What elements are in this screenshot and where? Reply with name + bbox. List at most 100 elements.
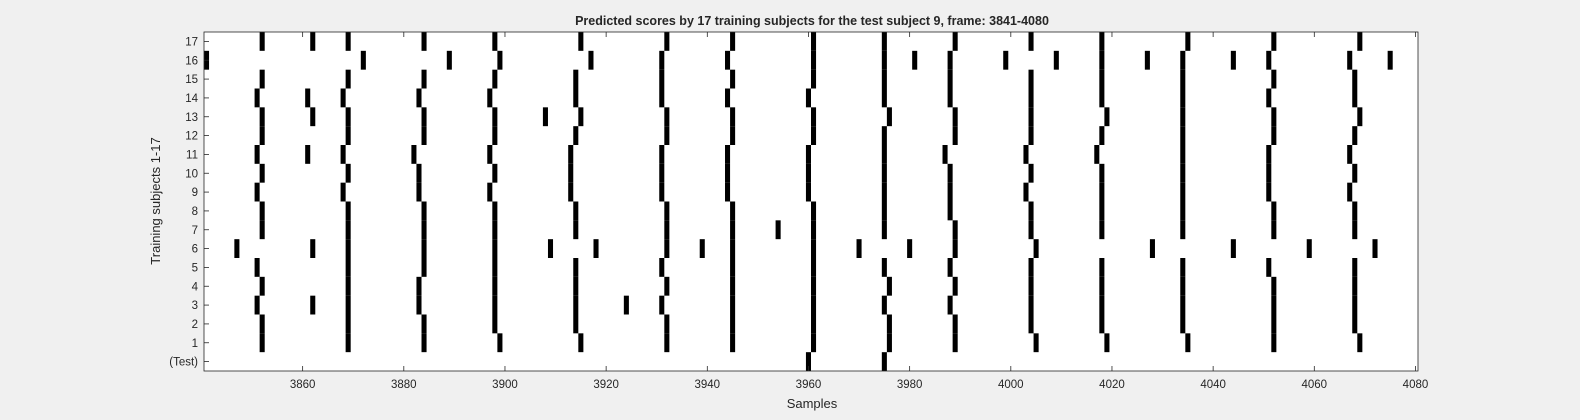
spike-mark <box>1352 69 1358 89</box>
spike-marks <box>204 32 1393 371</box>
spike-mark <box>1028 126 1034 145</box>
spike-mark <box>1352 220 1358 240</box>
spike-mark <box>421 107 427 127</box>
spike-mark <box>811 126 817 145</box>
spike-mark <box>1033 239 1039 258</box>
spike-mark <box>416 163 422 183</box>
spike-mark <box>952 32 958 51</box>
spike-mark <box>811 276 817 296</box>
spike-mark <box>659 163 665 183</box>
spike-mark <box>345 69 351 89</box>
y-tick-label: 13 <box>185 112 198 124</box>
spike-mark <box>856 239 862 258</box>
spike-mark <box>623 295 629 315</box>
spike-mark <box>952 276 958 296</box>
spike-mark <box>811 69 817 89</box>
spike-mark <box>1357 32 1363 51</box>
spike-mark <box>730 126 736 145</box>
x-tick-label: 3860 <box>290 379 316 391</box>
spike-mark <box>568 182 574 202</box>
spike-mark <box>492 69 498 89</box>
spike-mark <box>345 163 351 183</box>
y-tick-label: 10 <box>185 168 198 180</box>
spike-mark <box>730 107 736 127</box>
spike-mark <box>947 88 953 108</box>
x-tick-label: 4040 <box>1200 379 1226 391</box>
spike-mark <box>1099 69 1105 89</box>
spike-mark <box>254 295 260 315</box>
spike-mark <box>811 314 817 334</box>
spike-mark <box>578 107 584 127</box>
y-axis-label: Training subjects 1-17 <box>148 137 163 264</box>
spike-mark <box>1266 50 1272 70</box>
x-tick-label: 3960 <box>796 379 822 391</box>
spike-mark <box>1357 107 1363 127</box>
spike-mark <box>1266 88 1272 108</box>
spike-mark <box>730 276 736 296</box>
x-tick-label: 3920 <box>593 379 619 391</box>
spike-mark <box>497 50 503 70</box>
spike-mark <box>1180 295 1186 315</box>
y-tick-label: (Test) <box>169 357 198 369</box>
spike-mark <box>492 220 498 240</box>
spike-mark <box>664 333 670 353</box>
spike-mark <box>305 145 311 164</box>
spike-mark <box>416 182 422 202</box>
spike-mark <box>1352 163 1358 183</box>
spike-mark <box>497 333 503 353</box>
spike-mark <box>310 239 316 258</box>
spike-mark <box>811 258 817 277</box>
spike-mark <box>881 295 887 315</box>
spike-mark <box>1271 333 1277 353</box>
x-tick-label: 3900 <box>492 379 518 391</box>
spike-mark <box>952 239 958 258</box>
spike-mark <box>1099 201 1105 221</box>
y-tick-label: 15 <box>185 74 198 86</box>
spike-mark <box>881 50 887 70</box>
spike-mark <box>1180 182 1186 202</box>
spike-mark <box>1230 50 1236 70</box>
spike-mark <box>1053 50 1059 70</box>
spike-mark <box>730 201 736 221</box>
spike-mark <box>416 295 422 315</box>
spike-mark <box>345 333 351 353</box>
spike-mark <box>1028 295 1034 315</box>
spike-mark <box>234 239 240 258</box>
spike-mark <box>416 88 422 108</box>
spike-mark <box>1180 107 1186 127</box>
spike-mark <box>775 220 781 240</box>
spike-mark <box>360 50 366 70</box>
spike-mark <box>1099 295 1105 315</box>
spike-mark <box>1180 314 1186 334</box>
spike-mark <box>1352 258 1358 277</box>
spike-mark <box>254 258 260 277</box>
spike-mark <box>1180 50 1186 70</box>
spike-mark <box>942 145 948 164</box>
spike-mark <box>659 50 665 70</box>
x-tick-label: 3940 <box>695 379 721 391</box>
spike-mark <box>805 182 811 202</box>
spike-mark <box>573 88 579 108</box>
y-tick-label: 6 <box>192 244 198 256</box>
spike-mark <box>1357 333 1363 353</box>
spike-mark <box>1149 239 1155 258</box>
spike-mark <box>1266 163 1272 183</box>
spike-mark <box>811 239 817 258</box>
spike-mark <box>947 182 953 202</box>
spike-mark <box>1099 220 1105 240</box>
spike-mark <box>1180 258 1186 277</box>
spike-mark <box>886 107 892 127</box>
spike-mark <box>1099 182 1105 202</box>
spike-mark <box>664 314 670 334</box>
spike-mark <box>487 182 493 202</box>
spike-mark <box>340 182 346 202</box>
spike-mark <box>881 145 887 164</box>
spike-mark <box>907 239 913 258</box>
spike-mark <box>881 352 887 371</box>
spike-mark <box>573 258 579 277</box>
spike-mark <box>811 220 817 240</box>
spike-mark <box>659 258 665 277</box>
y-tick-label: 7 <box>192 225 198 237</box>
spike-mark <box>345 295 351 315</box>
spike-mark <box>1028 32 1034 51</box>
